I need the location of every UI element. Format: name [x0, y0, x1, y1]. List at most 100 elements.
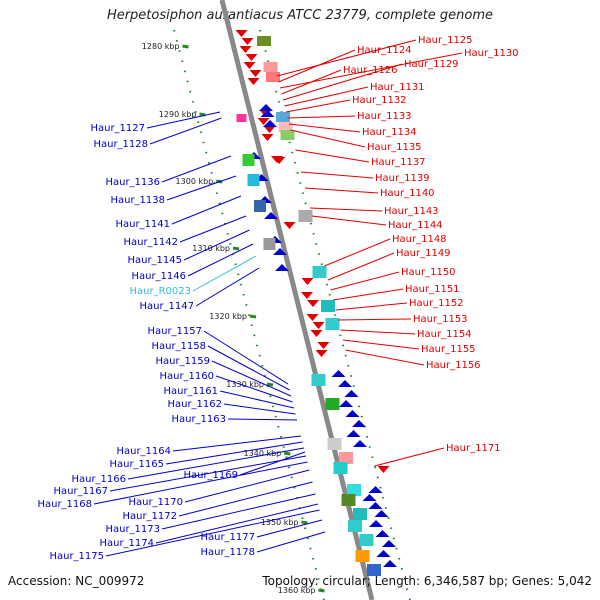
- forward-gene-arrow: [273, 248, 287, 255]
- gene-block: [242, 154, 255, 166]
- kbp-tick-mark: [284, 451, 291, 456]
- gene-label-right[interactable]: Haur_1131: [370, 82, 425, 93]
- gene-label-left[interactable]: Haur_1170: [128, 497, 183, 508]
- gene-label-left[interactable]: Haur_1163: [171, 414, 226, 425]
- gene-leader-line: [195, 267, 260, 307]
- reverse-gene-arrow: [239, 46, 252, 53]
- gene-leader-line: [93, 461, 308, 505]
- gene-label-left[interactable]: Haur_1174: [99, 538, 154, 549]
- gene-label-left[interactable]: Haur_1172: [122, 511, 177, 522]
- kbp-tick-mark: [249, 314, 257, 319]
- gene-label-right[interactable]: Haur_1151: [405, 284, 460, 295]
- gene-leader-line: [304, 187, 379, 194]
- gene-label-right[interactable]: Haur_1171: [446, 443, 501, 454]
- kbp-tick-label: 1320 kbp: [209, 312, 247, 321]
- gene-label-left[interactable]: Haur_1169: [183, 470, 238, 481]
- gene-label-left[interactable]: Haur_1136: [105, 177, 160, 188]
- kbp-tick-label: 1340 kbp: [244, 449, 282, 458]
- gene-label-right[interactable]: Haur_1143: [384, 206, 439, 217]
- gene-label-left[interactable]: Haur_1127: [90, 123, 145, 134]
- gene-label-right[interactable]: Haur_1152: [409, 298, 464, 309]
- reverse-gene-arrow: [310, 330, 323, 337]
- gene-label-right[interactable]: Haur_1135: [367, 142, 422, 153]
- gene-label-left[interactable]: Haur_1166: [71, 474, 126, 485]
- reverse-gene-arrow: [317, 342, 330, 349]
- gene-label-right[interactable]: Haur_1125: [418, 35, 473, 46]
- gene-label-left[interactable]: Haur_1160: [159, 371, 214, 382]
- gene-block: [359, 534, 374, 546]
- gene-leader-line: [374, 447, 445, 467]
- gene-block: [236, 114, 247, 122]
- forward-gene-arrow: [346, 430, 361, 437]
- gene-label-right[interactable]: Haur_1148: [392, 234, 447, 245]
- gene-label-right[interactable]: Haur_1150: [401, 267, 456, 278]
- gene-label-left[interactable]: Haur_1178: [200, 547, 255, 558]
- gene-label-left[interactable]: Haur_1147: [139, 301, 194, 312]
- gene-block: [311, 374, 326, 386]
- gene-block: [339, 452, 353, 464]
- gene-label-right[interactable]: Haur_1156: [426, 360, 481, 371]
- gene-label-left[interactable]: Haur_1146: [131, 271, 186, 282]
- gene-label-left[interactable]: Haur_1128: [93, 139, 148, 150]
- gene-label-right[interactable]: Haur_1129: [404, 59, 459, 70]
- kbp-tick-label: 1290 kbp: [159, 110, 197, 119]
- gene-block: [263, 238, 276, 250]
- kbp-tick-mark: [232, 246, 240, 251]
- gene-label-right[interactable]: Haur_1126: [343, 65, 398, 76]
- genome-stats-text: Topology: circular; Length: 6,346,587 bp…: [262, 574, 592, 588]
- gene-label-left[interactable]: Haur_1158: [151, 341, 206, 352]
- gene-label-right[interactable]: Haur_1155: [421, 344, 476, 355]
- gene-leader-line: [211, 360, 292, 397]
- gene-leader-line: [284, 86, 369, 107]
- gene-label-left[interactable]: Haur_R0023: [130, 286, 192, 297]
- gene-leader-line: [290, 129, 366, 148]
- gene-label-right[interactable]: Haur_1140: [380, 188, 435, 199]
- reverse-gene-arrow: [241, 38, 254, 45]
- gene-leader-line: [146, 111, 221, 129]
- gene-label-left[interactable]: Haur_1157: [147, 326, 202, 337]
- gene-leader-line: [330, 271, 400, 291]
- gene-label-left[interactable]: Haur_1141: [115, 219, 170, 230]
- gene-label-right[interactable]: Haur_1134: [362, 127, 417, 138]
- gene-leader-line: [219, 390, 295, 409]
- gene-label-right[interactable]: Haur_1130: [464, 48, 519, 59]
- gene-label-left[interactable]: Haur_1161: [163, 386, 218, 397]
- gene-leader-line: [332, 288, 404, 301]
- forward-gene-arrow: [376, 550, 391, 557]
- gene-label-left[interactable]: Haur_1138: [110, 195, 165, 206]
- gene-leader-line: [282, 63, 403, 101]
- reverse-gene-arrow: [261, 134, 274, 141]
- gene-label-left[interactable]: Haur_1145: [127, 255, 182, 266]
- gene-label-left[interactable]: Haur_1168: [37, 499, 92, 510]
- gene-label-right[interactable]: Haur_1137: [371, 157, 426, 168]
- gene-leader-line: [324, 238, 391, 267]
- gene-leader-line: [178, 481, 313, 517]
- gene-label-left[interactable]: Haur_1177: [200, 532, 255, 543]
- gene-label-left[interactable]: Haur_1164: [116, 446, 171, 457]
- gene-label-left[interactable]: Haur_1159: [155, 356, 210, 367]
- gene-label-right[interactable]: Haur_1124: [357, 45, 412, 56]
- gene-label-left[interactable]: Haur_1162: [167, 399, 222, 410]
- gene-label-right[interactable]: Haur_1139: [375, 173, 430, 184]
- gene-label-left[interactable]: Haur_1167: [53, 486, 108, 497]
- gene-block: [367, 564, 381, 576]
- reverse-gene-arrow: [257, 118, 270, 125]
- gene-label-left[interactable]: Haur_1175: [49, 551, 104, 562]
- gene-label-right[interactable]: Haur_1153: [413, 314, 468, 325]
- gene-label-right[interactable]: Haur_1133: [357, 111, 412, 122]
- gene-label-right[interactable]: Haur_1154: [417, 329, 472, 340]
- forward-gene-arrow: [368, 502, 383, 509]
- gene-label-right[interactable]: Haur_1149: [396, 248, 451, 259]
- gene-leader-line: [256, 531, 326, 553]
- gene-block: [278, 122, 293, 132]
- reverse-gene-arrow: [307, 300, 319, 307]
- track-dotted-line: [259, 29, 411, 600]
- gene-label-left[interactable]: Haur_1165: [109, 459, 164, 470]
- gene-label-left[interactable]: Haur_1173: [105, 524, 160, 535]
- forward-gene-arrow: [344, 390, 359, 397]
- gene-leader-line: [105, 509, 320, 557]
- gene-label-right[interactable]: Haur_1132: [352, 95, 407, 106]
- gene-label-right[interactable]: Haur_1144: [388, 220, 443, 231]
- gene-leader-line: [342, 339, 420, 350]
- gene-label-left[interactable]: Haur_1142: [123, 237, 178, 248]
